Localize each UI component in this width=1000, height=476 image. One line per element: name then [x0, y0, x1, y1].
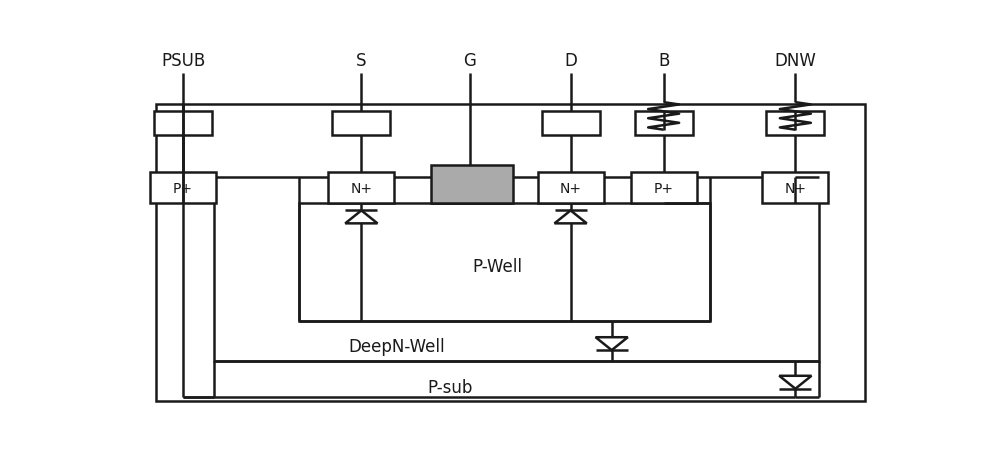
Text: P+: P+	[654, 181, 674, 195]
Polygon shape	[596, 337, 628, 350]
Text: N+: N+	[784, 181, 806, 195]
Bar	[431, 165, 512, 204]
Bar	[332, 112, 390, 136]
Bar	[762, 173, 828, 204]
Bar	[156, 105, 865, 402]
Text: N+: N+	[350, 181, 372, 195]
Text: G: G	[463, 52, 476, 70]
Bar	[766, 112, 824, 136]
Text: P+: P+	[173, 181, 193, 195]
Text: D: D	[564, 52, 577, 70]
Bar	[154, 112, 212, 136]
Bar	[635, 112, 693, 136]
Text: DNW: DNW	[774, 52, 816, 70]
Bar	[150, 173, 216, 204]
Text: P-Well: P-Well	[472, 257, 522, 275]
Polygon shape	[555, 211, 587, 224]
Polygon shape	[345, 211, 377, 224]
Polygon shape	[779, 376, 811, 389]
Text: PSUB: PSUB	[161, 52, 205, 70]
Text: DeepN-Well: DeepN-Well	[348, 337, 445, 356]
Bar	[538, 173, 604, 204]
Text: N+: N+	[560, 181, 582, 195]
Text: P-sub: P-sub	[428, 378, 473, 396]
Bar	[328, 173, 394, 204]
Bar	[631, 173, 697, 204]
Text: B: B	[658, 52, 669, 70]
Bar	[299, 204, 710, 321]
Bar	[542, 112, 600, 136]
Bar	[214, 178, 819, 361]
Text: S: S	[356, 52, 367, 70]
